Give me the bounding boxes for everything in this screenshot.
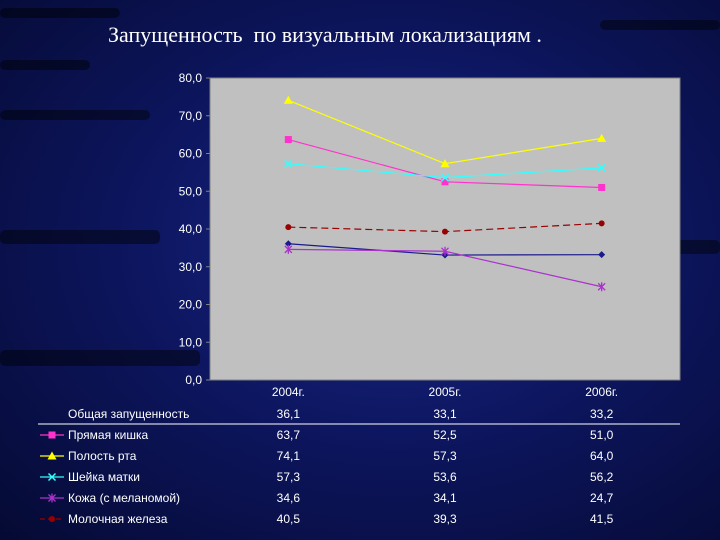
data-point: [597, 282, 606, 292]
data-label: 33,2: [590, 407, 614, 421]
y-tick-label: 40,0: [179, 222, 203, 236]
data-point: [441, 178, 449, 186]
data-label: 24,7: [590, 491, 614, 505]
y-tick-label: 30,0: [179, 260, 203, 274]
data-point: [284, 136, 292, 144]
data-point: [441, 246, 449, 256]
data-point: [48, 493, 56, 503]
y-tick-label: 60,0: [179, 147, 203, 161]
data-point: [285, 224, 292, 231]
data-label: 40,5: [277, 512, 301, 526]
data-point: [284, 159, 293, 168]
y-tick-label: 80,0: [179, 71, 203, 85]
data-point: [440, 173, 450, 182]
data-label: 57,3: [433, 449, 457, 463]
data-label: 39,3: [433, 512, 457, 526]
data-label: 63,7: [277, 428, 301, 442]
data-label: 36,1: [277, 407, 301, 421]
legend-label: Прямая кишка: [68, 428, 149, 442]
data-point: [284, 240, 292, 248]
data-point: [597, 133, 607, 142]
data-point: [598, 183, 606, 191]
data-label: 74,1: [277, 449, 301, 463]
data-point: [440, 159, 450, 168]
data-point: [284, 244, 293, 254]
legend-label: Кожа (с меланомой): [68, 491, 180, 505]
data-point: [598, 251, 606, 259]
y-tick-label: 0,0: [185, 373, 202, 387]
data-label: 41,5: [590, 512, 614, 526]
data-label: 64,0: [590, 449, 614, 463]
data-point: [598, 220, 605, 227]
data-label: 34,1: [433, 491, 457, 505]
data-point: [49, 516, 55, 522]
data-point: [597, 163, 606, 172]
legend-label: Полость рта: [68, 449, 137, 463]
legend-label: Общая запущенность: [68, 407, 189, 421]
data-label: 53,6: [433, 470, 457, 484]
x-tick-label: 2005г.: [429, 385, 462, 399]
y-tick-label: 50,0: [179, 184, 203, 198]
data-label: 52,5: [433, 428, 457, 442]
x-tick-label: 2004г.: [272, 385, 305, 399]
data-label: 56,2: [590, 470, 614, 484]
data-label: 51,0: [590, 428, 614, 442]
legend-label: Шейка матки: [68, 470, 140, 484]
data-label: 33,1: [433, 407, 457, 421]
x-tick-label: 2006г.: [585, 385, 618, 399]
y-tick-label: 10,0: [179, 335, 203, 349]
data-point: [47, 472, 57, 482]
data-point: [283, 95, 293, 104]
data-point: [442, 228, 448, 235]
y-tick-label: 70,0: [179, 109, 203, 123]
y-tick-label: 20,0: [179, 298, 203, 312]
data-label: 34,6: [277, 491, 301, 505]
page-title: Запущенность по визуальным локализациям …: [108, 22, 542, 47]
legend-label: Молочная железа: [68, 512, 168, 526]
data-point: [48, 431, 56, 439]
data-point: [47, 451, 57, 460]
data-label: 57,3: [277, 470, 301, 484]
